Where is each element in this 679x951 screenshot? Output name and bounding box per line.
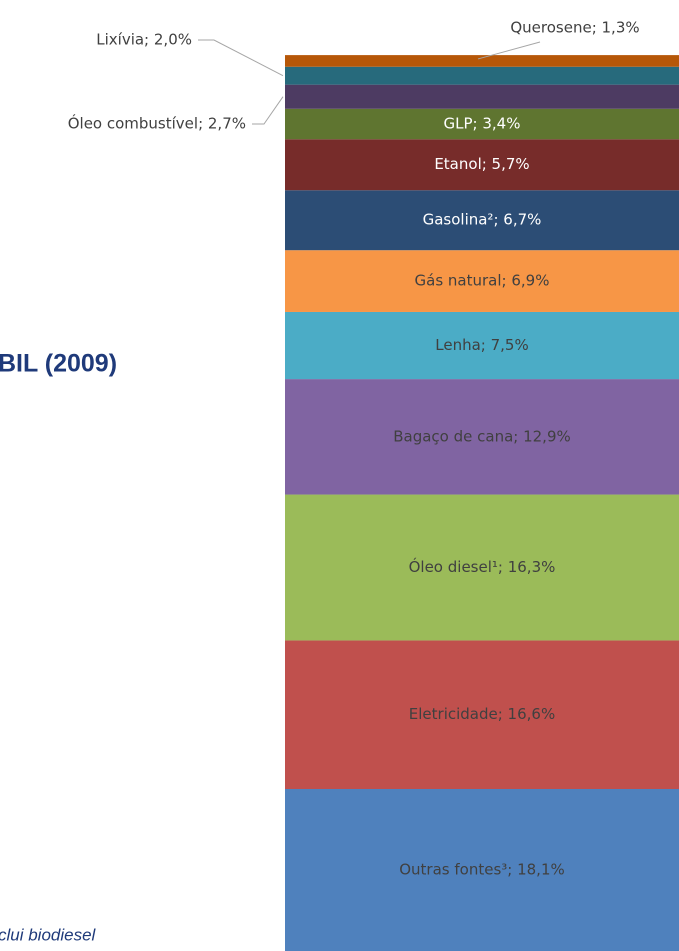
data-label: Lenha; 7,5% bbox=[435, 336, 528, 354]
bar-segment bbox=[285, 640, 679, 790]
bar-segment bbox=[285, 494, 679, 641]
leader-line bbox=[198, 39, 284, 77]
bar-segment bbox=[285, 190, 679, 251]
leader-line bbox=[477, 41, 541, 60]
bar-segment bbox=[285, 139, 679, 191]
data-label: Gasolina²; 6,7% bbox=[423, 211, 542, 229]
leader-line bbox=[252, 96, 284, 125]
data-label: GLP; 3,4% bbox=[444, 115, 521, 133]
bar-segment bbox=[285, 311, 679, 380]
bar-segment bbox=[285, 55, 679, 67]
bar-segment bbox=[285, 379, 679, 495]
bar-segment bbox=[285, 66, 679, 85]
data-label: Óleo diesel¹; 16,3% bbox=[409, 557, 556, 576]
data-label: Bagaço de cana; 12,9% bbox=[393, 427, 571, 445]
data-label: Querosene; 1,3% bbox=[510, 19, 639, 37]
data-label: Lixívia; 2,0% bbox=[96, 31, 192, 49]
bar-segment bbox=[285, 789, 679, 951]
data-label: Gás natural; 6,9% bbox=[415, 272, 550, 290]
bar-segment bbox=[285, 108, 679, 140]
data-label: Óleo combustível; 2,7% bbox=[68, 114, 246, 133]
bar-segment bbox=[285, 250, 679, 312]
data-label: Outras fontes³; 18,1% bbox=[399, 861, 565, 879]
bar-segment bbox=[285, 84, 679, 109]
footnote: clui biodiesel bbox=[0, 925, 97, 944]
data-label: Etanol; 5,7% bbox=[434, 155, 529, 173]
chart-title: BIL (2009) bbox=[0, 350, 117, 378]
data-label: Eletricidade; 16,6% bbox=[409, 705, 555, 723]
